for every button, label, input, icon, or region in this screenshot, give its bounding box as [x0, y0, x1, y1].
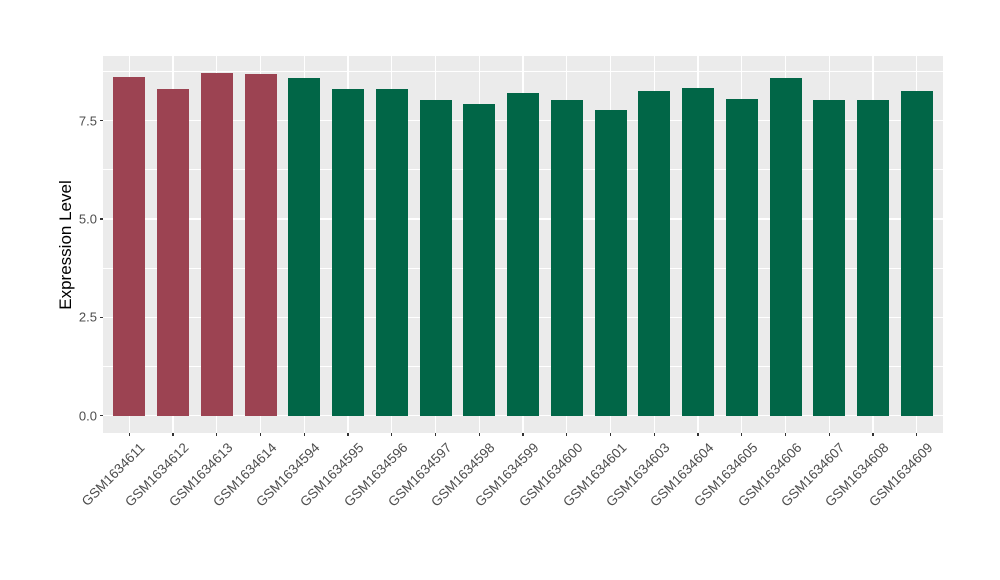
bar-GSM1634598 [463, 103, 496, 416]
x-tick-mark [347, 433, 349, 436]
bar-GSM1634594 [288, 77, 321, 416]
y-tick-label: 5.0 [78, 211, 97, 227]
y-tick-label: 7.5 [78, 113, 97, 129]
bar-GSM1634612 [157, 88, 189, 416]
bar-GSM1634595 [332, 89, 364, 416]
x-tick-mark [741, 433, 743, 436]
bar-GSM1634609 [900, 91, 933, 416]
y-tick-mark [100, 218, 103, 220]
x-tick-mark [609, 433, 612, 436]
x-tick-mark [434, 433, 437, 436]
x-tick-mark [172, 433, 174, 436]
x-tick-mark [784, 433, 787, 436]
y-tick-mark [100, 119, 103, 122]
bar-GSM1634597 [419, 100, 452, 416]
x-tick-mark [303, 433, 305, 436]
bar-GSM1634600 [550, 99, 583, 416]
x-tick-mark [522, 433, 524, 436]
plot-panel [103, 56, 943, 433]
bar-GSM1634596 [375, 89, 408, 416]
x-tick-mark [828, 433, 830, 436]
bar-GSM1634607 [813, 99, 846, 416]
x-tick-mark [128, 433, 130, 436]
x-tick-mark [391, 433, 393, 436]
x-tick-mark [216, 433, 218, 436]
x-tick-mark [566, 433, 568, 436]
x-tick-mark [653, 433, 655, 436]
x-tick-mark [259, 433, 262, 436]
bar-GSM1634606 [769, 77, 802, 416]
bar-GSM1634604 [682, 87, 714, 416]
x-tick-mark [916, 433, 918, 436]
bar-GSM1634603 [638, 91, 671, 416]
y-tick-label: 2.5 [78, 309, 97, 325]
bar-GSM1634605 [725, 99, 758, 416]
bar-GSM1634608 [857, 100, 889, 416]
x-tick-mark [478, 433, 480, 436]
y-tick-mark [100, 316, 103, 318]
bar-GSM1634601 [594, 109, 627, 416]
y-axis-title: Expression Level [56, 180, 75, 310]
bar-GSM1634614 [244, 74, 277, 416]
bar-GSM1634613 [200, 73, 233, 416]
bar-GSM1634599 [507, 93, 539, 416]
x-tick-mark [697, 433, 699, 436]
y-tick-mark [100, 415, 103, 417]
x-tick-mark [872, 433, 874, 436]
bar-GSM1634611 [113, 77, 146, 416]
y-tick-label: 0.0 [78, 408, 97, 424]
